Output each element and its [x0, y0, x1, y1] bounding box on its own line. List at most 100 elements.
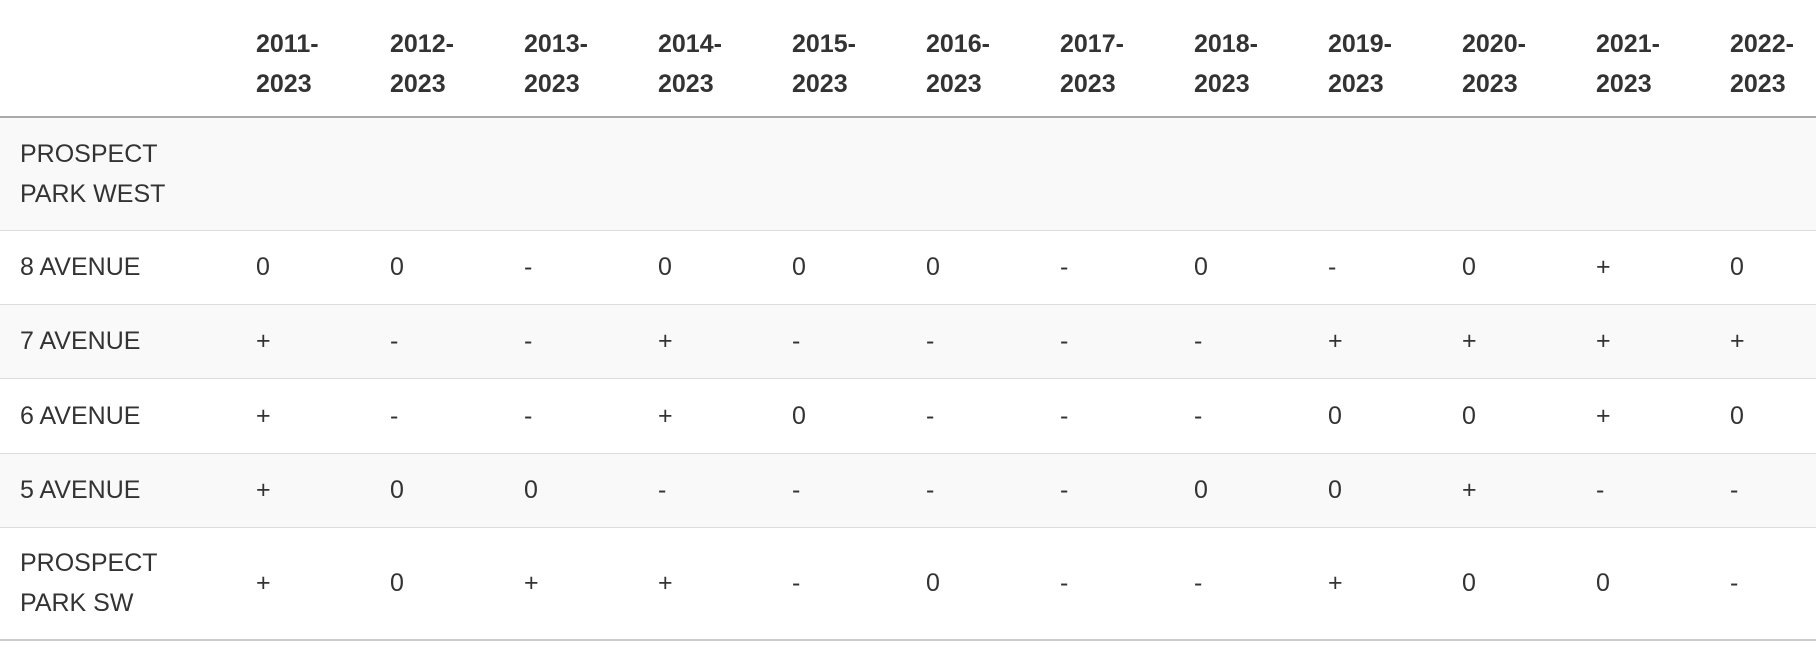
table-cell: - [1060, 377, 1194, 453]
row-label-cell: 5 AVENUE [0, 452, 256, 527]
column-header: 2012-2023 [390, 0, 524, 118]
table-cell: 0 [1462, 377, 1596, 453]
table-cell: 0 [390, 526, 524, 641]
table-cell: + [658, 303, 792, 378]
column-header: 2015-2023 [792, 0, 926, 118]
column-header: 2011-2023 [256, 0, 390, 118]
table-cell: + [524, 526, 658, 641]
table-cell: - [926, 452, 1060, 527]
column-header: 2018-2023 [1194, 0, 1328, 118]
table-cell: - [792, 452, 926, 527]
table-row: PROSPECT PARK WEST [0, 116, 1816, 230]
row-label: 8 AVENUE [20, 253, 141, 281]
table-cell: 0 [792, 377, 926, 453]
table-cell: - [1194, 303, 1328, 378]
table-cell: 0 [1730, 229, 1816, 304]
table-cell: + [256, 452, 390, 527]
table-cell: + [256, 526, 390, 641]
table-row: PROSPECT PARK SW +0 + + -0- - +0 0- [0, 526, 1816, 641]
table-cell: 0 [390, 452, 524, 527]
table-cell: + [658, 377, 792, 453]
table-cell: + [1328, 303, 1462, 378]
table-cell: - [1730, 452, 1816, 527]
column-header-text: 2019-2023 [1328, 30, 1392, 98]
table-cell [1194, 116, 1328, 230]
column-header: 2014-2023 [658, 0, 792, 118]
row-label: PROSPECT PARK WEST [20, 139, 166, 208]
table-cell: 0 [1328, 452, 1462, 527]
table-cell: 0 [926, 229, 1060, 304]
table-cell [658, 116, 792, 230]
table-cell: - [1730, 526, 1816, 641]
row-label: 6 AVENUE [20, 401, 141, 430]
table-cell: - [524, 377, 658, 453]
column-header: 2022-2023 [1730, 0, 1816, 118]
column-header: 2020-2023 [1462, 0, 1596, 118]
row-label: 5 AVENUE [20, 476, 141, 504]
table-cell: - [1060, 229, 1194, 304]
column-header-text: 2011-2023 [256, 30, 319, 98]
column-header-text: 2017-2023 [1060, 30, 1124, 98]
column-header-text: 2012-2023 [390, 30, 454, 98]
table-cell: - [926, 303, 1060, 378]
table-cell: - [1060, 303, 1194, 378]
table-cell: + [1730, 303, 1816, 378]
table-cell: - [390, 303, 524, 378]
column-header-text: 2020-2023 [1462, 30, 1526, 98]
table-cell: - [390, 377, 524, 453]
table-cell [1730, 116, 1816, 230]
table-row: 6 AVENUE + - - +0- - -0 0 +0 [0, 377, 1816, 453]
table-cell [390, 116, 524, 230]
table-cell [1060, 116, 1194, 230]
row-label-cell: 7 AVENUE [0, 303, 256, 378]
table-cell: - [524, 229, 658, 304]
row-label-cell: 6 AVENUE [0, 377, 256, 453]
table-cell: - [658, 452, 792, 527]
table-cell: - [792, 526, 926, 641]
row-label: PROSPECT PARK SW [20, 549, 158, 618]
table-cell: 0 [1328, 377, 1462, 453]
row-label-cell: 8 AVENUE [0, 229, 256, 304]
row-label-cell: PROSPECT PARK WEST [0, 116, 256, 230]
column-header-text: 2021-2023 [1596, 30, 1660, 98]
column-header-text: 2016-2023 [926, 30, 990, 98]
table-cell: 0 [390, 229, 524, 304]
table-cell [1462, 116, 1596, 230]
table-cell: - [524, 303, 658, 378]
table-cell: + [1462, 452, 1596, 527]
table-row: 5 AVENUE +0 0- - - -0 0 + - - [0, 452, 1816, 527]
table-cell: 0 [256, 229, 390, 304]
corner-cell [0, 0, 256, 118]
table-cell: 0 [1730, 377, 1816, 453]
column-header-text: 2015-2023 [792, 30, 856, 98]
table-cell: 0 [1462, 229, 1596, 304]
row-label-cell: PROSPECT PARK SW [0, 526, 256, 641]
table-cell: + [1596, 377, 1730, 453]
column-header-text: 2022-2023 [1730, 30, 1794, 98]
table-cell [926, 116, 1060, 230]
table-cell: 0 [1596, 526, 1730, 641]
table-cell: 0 [1462, 526, 1596, 641]
column-header-text: 2014-2023 [658, 30, 722, 98]
table-cell: - [1194, 526, 1328, 641]
table-cell: + [1328, 526, 1462, 641]
table-row: 8 AVENUE 0 0-0 0 0-0-0 +0 [0, 229, 1816, 304]
table-row: 7 AVENUE + - - + - - - - + + + + [0, 303, 1816, 378]
table-cell [256, 116, 390, 230]
table-cell: + [1596, 303, 1730, 378]
table-cell: - [1060, 452, 1194, 527]
table-cell: 0 [524, 452, 658, 527]
table-cell: 0 [1194, 229, 1328, 304]
table-cell: 0 [658, 229, 792, 304]
table-cell: - [792, 303, 926, 378]
table-cell: - [926, 377, 1060, 453]
table-cell: + [1596, 229, 1730, 304]
table-cell [524, 116, 658, 230]
table-cell: 0 [792, 229, 926, 304]
table-cell: - [1060, 526, 1194, 641]
table-cell: 0 [926, 526, 1060, 641]
table-cell: + [256, 303, 390, 378]
column-header-text: 2018-2023 [1194, 30, 1258, 98]
